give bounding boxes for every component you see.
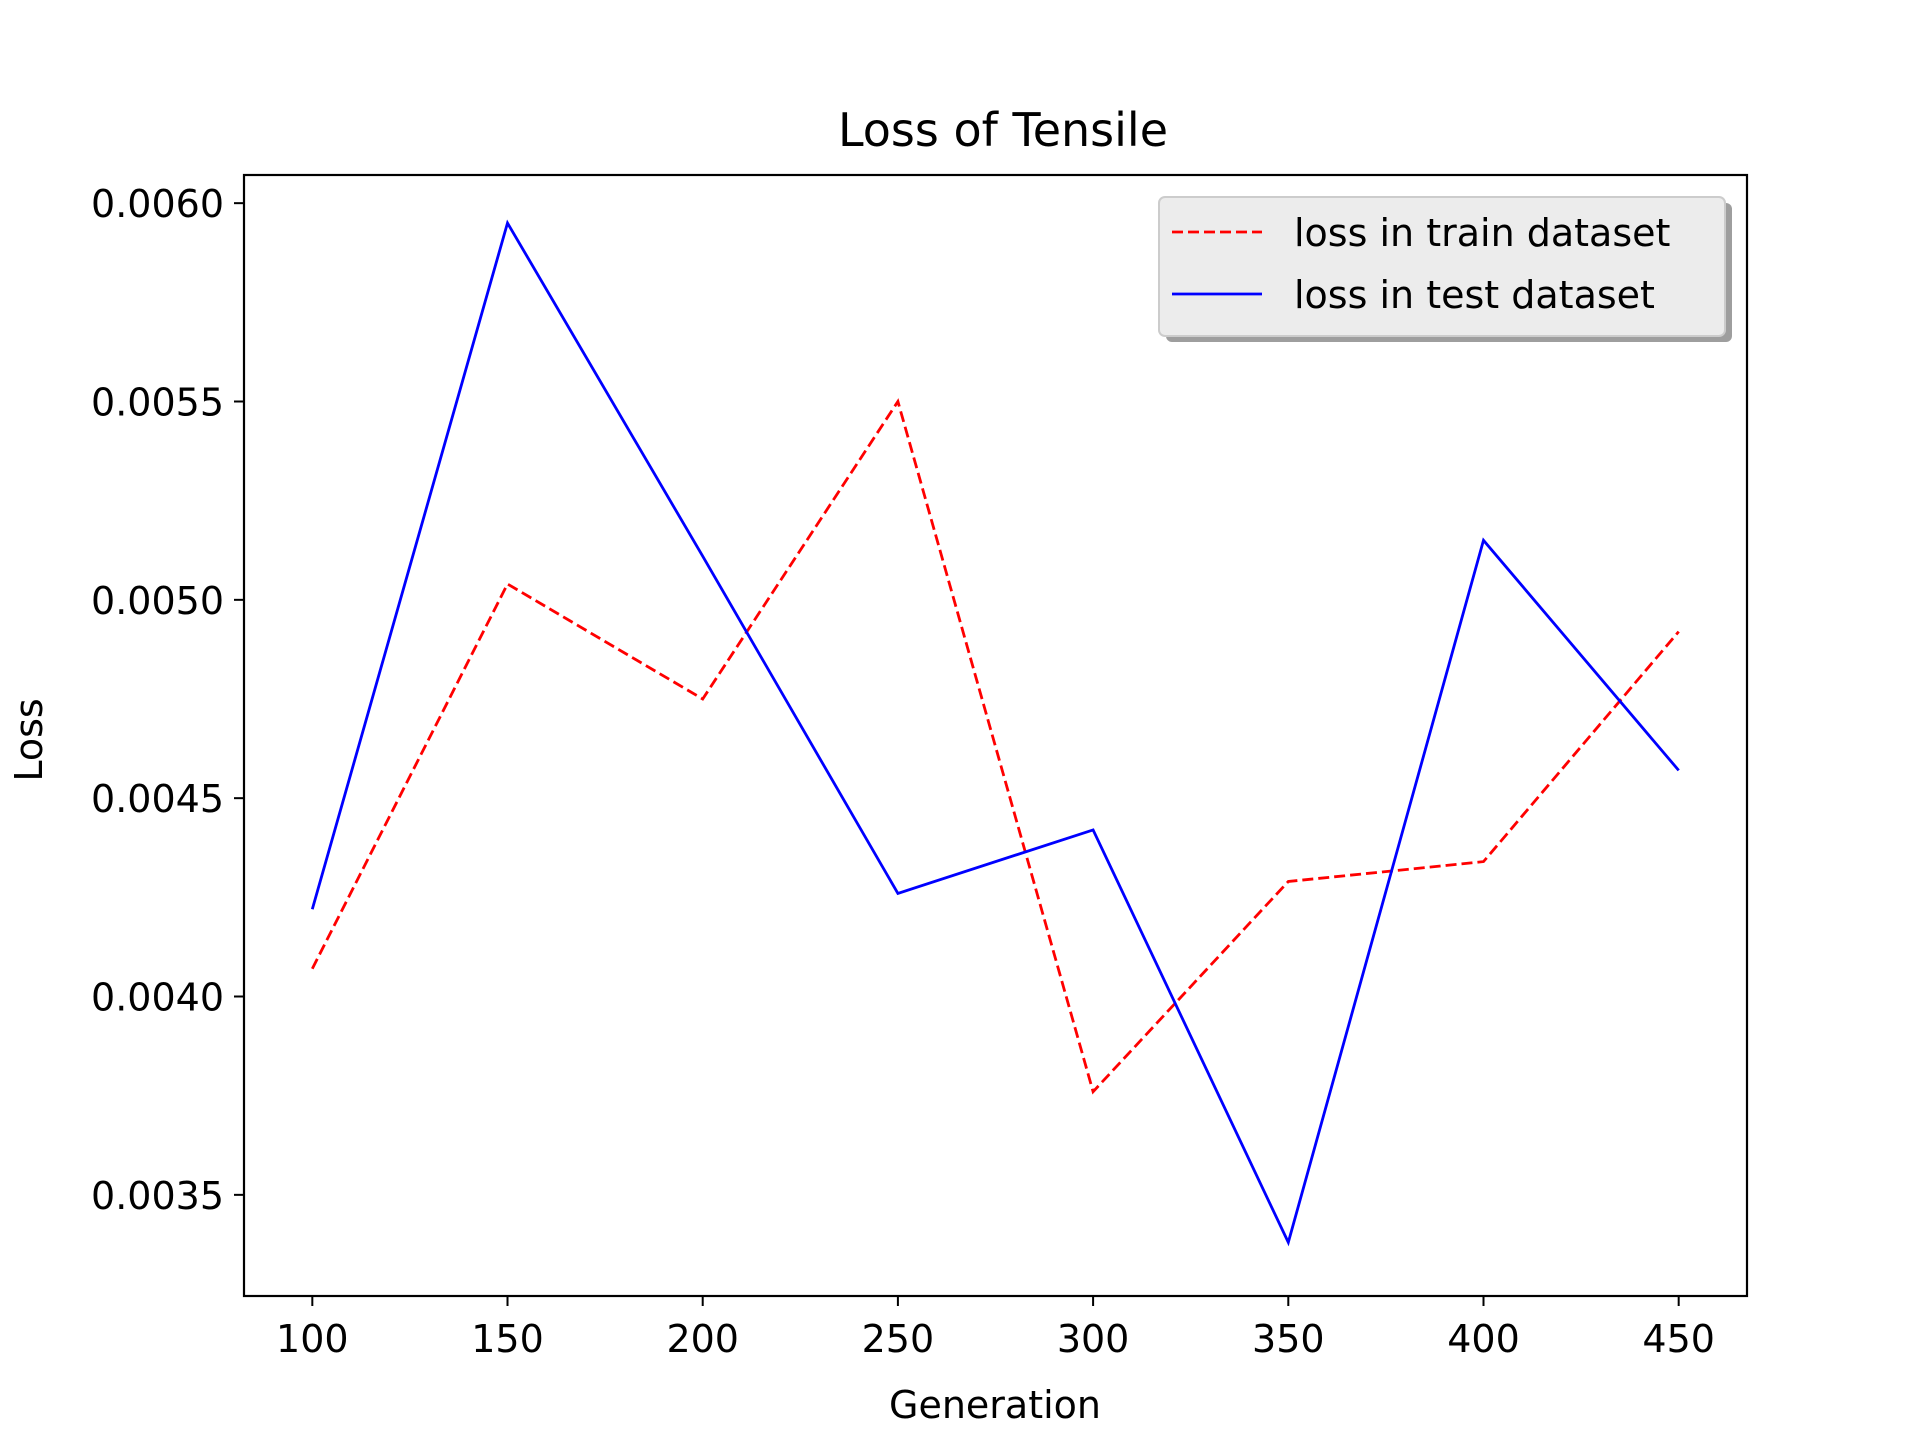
series-1-point — [1090, 1089, 1096, 1095]
series-1-point — [700, 696, 706, 702]
series-1-point — [309, 966, 315, 972]
x-axis-label: Generation — [889, 1383, 1101, 1427]
y-tick-label: 0.0035 — [91, 1174, 224, 1218]
x-tick-label: 450 — [1642, 1317, 1715, 1361]
plot-frame — [242, 173, 1749, 1298]
x-tick-label: 200 — [666, 1317, 739, 1361]
y-axis-ticks: 0.0035 0.0040 0.0045 0.0050 0.0055 0.0060 — [91, 182, 244, 1218]
series-2-point — [1090, 827, 1096, 833]
series-2-point — [700, 553, 706, 559]
x-axis-ticks: 100 150 200 250 300 350 400 450 — [276, 1296, 1715, 1361]
y-axis-label: Loss — [7, 698, 51, 781]
x-tick-label: 350 — [1252, 1317, 1325, 1361]
series-2-point — [309, 906, 315, 912]
y-tick-label: 0.0060 — [91, 182, 224, 226]
series-2-point — [1285, 1239, 1291, 1245]
series-1-point — [505, 581, 511, 587]
x-tick-label: 400 — [1447, 1317, 1520, 1361]
x-tick-label: 250 — [862, 1317, 935, 1361]
series-lines — [309, 219, 1682, 1247]
x-tick-label: 100 — [276, 1317, 349, 1361]
series-line-2 — [310, 219, 1680, 1247]
series-1-point — [1676, 629, 1682, 635]
plot-area: 100 150 200 250 300 350 400 450 0.00350.00400.0… — [91, 173, 1749, 1361]
chart-title: Loss of Tensile — [838, 103, 1168, 157]
series-2-point — [1676, 767, 1682, 773]
x-tick-label: 300 — [1057, 1317, 1130, 1361]
series-1-point — [1480, 859, 1486, 865]
legend-label: loss in test dataset — [1294, 273, 1655, 317]
series-2-point — [505, 220, 511, 226]
y-tick-label: 0.0040 — [91, 976, 224, 1020]
series-2-point — [1480, 537, 1486, 543]
series-line-1 — [311, 398, 1680, 1095]
x-tick-label: 150 — [471, 1317, 544, 1361]
legend: loss in train dataset loss in test datase… — [1158, 196, 1732, 342]
y-tick-label: 0.0055 — [91, 381, 224, 425]
legend-label: loss in train dataset — [1294, 211, 1670, 255]
legend-box — [1158, 196, 1726, 337]
series-1-point — [895, 399, 901, 405]
series-1-point — [1285, 878, 1291, 884]
y-tick-label: 0.0045 — [91, 777, 224, 821]
series-2-point — [895, 890, 901, 896]
y-tick-label: 0.0050 — [91, 579, 224, 623]
legend-entries: loss in train dataset loss in test datase… — [1172, 211, 1670, 317]
